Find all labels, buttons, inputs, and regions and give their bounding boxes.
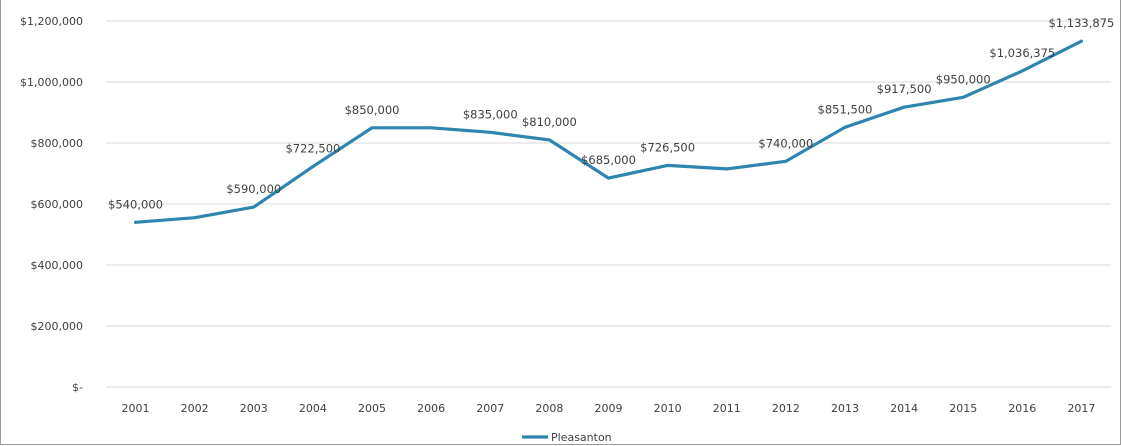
x-tick-label: 2005 [358,402,386,415]
data-label: $835,000 [463,107,518,121]
data-label: $917,500 [877,82,932,96]
data-point [429,126,433,130]
data-label: $851,500 [818,102,873,116]
data-point [666,163,670,167]
x-axis-ticks: 2001 2002 2003 2004 2005 2006 2007 2008 2009 2010… [122,402,1096,415]
y-tick-label: $- [72,381,83,394]
data-label: $726,500 [640,140,695,154]
data-point [193,216,197,220]
data-label: $685,000 [581,153,636,167]
x-tick-label: 2014 [890,402,918,415]
y-tick-label: $600,000 [31,198,84,211]
data-point [843,125,847,129]
x-tick-label: 2006 [417,402,445,415]
data-point [1020,69,1024,73]
x-tick-label: 2012 [772,402,800,415]
x-tick-label: 2016 [1008,402,1036,415]
data-label: $810,000 [522,115,577,129]
data-point [902,105,906,109]
data-point [961,95,965,99]
x-tick-label: 2009 [595,402,623,415]
data-point [784,159,788,163]
data-point [488,130,492,134]
data-point [547,138,551,142]
data-point [252,205,256,209]
x-tick-label: 2008 [535,402,563,415]
data-point [1079,39,1083,43]
x-tick-label: 2001 [122,402,150,415]
data-label: $850,000 [345,103,400,117]
legend-label: Pleasanton [551,431,612,444]
data-label: $722,500 [285,142,340,156]
x-tick-label: 2011 [713,402,741,415]
data-point [370,126,374,130]
data-label: $950,000 [936,72,991,86]
gridlines [106,20,1111,388]
y-tick-label: $800,000 [31,137,84,150]
x-tick-label: 2004 [299,402,327,415]
y-tick-label: $1,200,000 [20,15,83,28]
y-tick-label: $400,000 [31,259,84,272]
data-label: $590,000 [226,182,281,196]
x-tick-label: 2013 [831,402,859,415]
y-tick-label: $200,000 [31,320,84,333]
data-point [311,165,315,169]
y-axis-ticks: $- $200,000 $400,000 $600,000 $800,000 $1,000… [20,15,83,394]
x-tick-label: 2002 [181,402,209,415]
x-tick-label: 2003 [240,402,268,415]
x-tick-label: 2015 [949,402,977,415]
data-point [725,167,729,171]
y-tick-label: $1,000,000 [20,76,83,89]
legend: Pleasanton [522,431,612,444]
x-tick-label: 2007 [476,402,504,415]
data-label: $1,036,375 [989,46,1055,60]
series-layer [134,39,1084,224]
data-point [607,176,610,180]
x-tick-label: 2017 [1067,402,1095,415]
data-labels: $540,000 $590,000 $722,500 $850,000 $835,000… [108,16,1114,211]
x-tick-label: 2010 [654,402,682,415]
data-label: $540,000 [108,197,163,211]
data-label: $1,133,875 [1049,16,1115,30]
data-label: $740,000 [758,136,813,150]
data-point [134,220,138,224]
